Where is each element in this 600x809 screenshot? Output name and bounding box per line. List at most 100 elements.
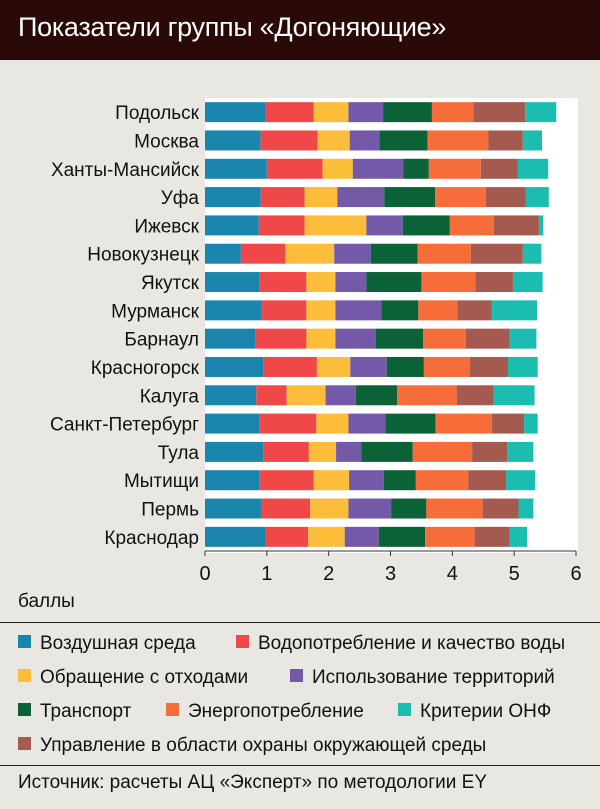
bar-segment bbox=[205, 243, 241, 264]
bar-segment bbox=[485, 187, 526, 208]
bar-segment bbox=[428, 158, 481, 179]
bar-segment bbox=[361, 441, 413, 462]
bar-segment bbox=[313, 102, 349, 123]
bar-segment bbox=[259, 470, 314, 491]
bar-segment bbox=[335, 328, 376, 349]
bar-segment bbox=[205, 300, 262, 321]
plot-layer: Подольск Москва Ханты-Мансийск Уфа Ижевск Нов… bbox=[18, 98, 582, 612]
bar-segment bbox=[334, 243, 371, 264]
bar-segment bbox=[397, 385, 457, 406]
bar-segment bbox=[472, 441, 508, 462]
legend-swatch bbox=[166, 703, 179, 717]
bar-segment bbox=[524, 413, 538, 434]
bar-segment bbox=[205, 272, 260, 293]
bar-segment bbox=[205, 102, 266, 123]
bar-segment bbox=[335, 272, 367, 293]
bar-segment bbox=[421, 272, 476, 293]
bar-segment bbox=[317, 130, 350, 151]
x-tick-label: 0 bbox=[199, 563, 210, 585]
bar-segment bbox=[509, 526, 528, 547]
bar-segment bbox=[507, 356, 538, 377]
title-bar: Показатели группы «Догоняющие» bbox=[0, 0, 600, 60]
bar-segment bbox=[258, 215, 305, 236]
legend-item: Обращение с отходами bbox=[18, 667, 248, 689]
legend-label: Обращение с отходами bbox=[40, 667, 249, 688]
bar-segment bbox=[415, 470, 469, 491]
bar-segment bbox=[384, 187, 436, 208]
bar-segment bbox=[261, 498, 311, 519]
legend-swatch bbox=[398, 703, 411, 717]
bar-segment bbox=[370, 243, 418, 264]
bar-segment bbox=[308, 441, 337, 462]
bar-segment bbox=[522, 243, 542, 264]
bar-segment bbox=[306, 328, 336, 349]
legend-item: Использование территорий bbox=[290, 667, 555, 689]
category-label: Краснодар bbox=[104, 528, 199, 549]
bar-segment bbox=[205, 526, 266, 547]
bar-segment bbox=[402, 215, 450, 236]
legend-item: Управление в области охраны окружающей с… bbox=[18, 735, 486, 757]
bar-segment bbox=[427, 130, 489, 151]
chart-area: Подольск Москва Ханты-Мансийск Уфа Ижевск Нов… bbox=[18, 98, 582, 612]
legend-swatch bbox=[18, 635, 31, 649]
x-tick-label: 1 bbox=[261, 563, 272, 585]
bar-segment bbox=[431, 102, 474, 123]
legend-swatch bbox=[18, 669, 31, 683]
bar-segment bbox=[386, 356, 424, 377]
bar-segment bbox=[263, 356, 317, 377]
bar-segment bbox=[381, 300, 419, 321]
bar-segment bbox=[348, 498, 392, 519]
bar-segment bbox=[538, 215, 544, 236]
bar-segment bbox=[352, 158, 404, 179]
bar-segment bbox=[304, 215, 367, 236]
legend-label: Использование территорий bbox=[312, 667, 555, 688]
legend-label: Критерии ОНФ bbox=[420, 701, 552, 722]
bar-segment bbox=[435, 413, 492, 434]
bar-segment bbox=[260, 187, 305, 208]
bar-segment bbox=[313, 470, 350, 491]
bar-segment bbox=[383, 102, 432, 123]
bar-segment bbox=[525, 187, 549, 208]
bar-segment bbox=[449, 215, 494, 236]
bar-segment bbox=[435, 187, 486, 208]
bar-segment bbox=[488, 130, 523, 151]
legend-label: Водопотребление и качество воды bbox=[258, 633, 566, 654]
bar-segment bbox=[260, 130, 318, 151]
bar-segment bbox=[286, 385, 326, 406]
bar-segment bbox=[355, 385, 398, 406]
bar-segment bbox=[261, 300, 307, 321]
category-label: Новокузнецк bbox=[87, 245, 199, 266]
bar-segment bbox=[470, 243, 523, 264]
category-label: Ханты-Мансийск bbox=[51, 160, 200, 181]
bar-segment bbox=[383, 470, 416, 491]
legend-swatch bbox=[18, 703, 31, 717]
bar-segment bbox=[506, 470, 536, 491]
bar-segment bbox=[423, 356, 470, 377]
bar-segment bbox=[205, 413, 260, 434]
bar-segment bbox=[306, 300, 336, 321]
legend-item: Критерии ОНФ bbox=[398, 701, 551, 723]
bar-segment bbox=[350, 356, 387, 377]
bar-segment bbox=[306, 272, 336, 293]
legend-item: Транспорт bbox=[18, 701, 131, 723]
legend-item: Водопотребление и качество воды bbox=[236, 633, 565, 655]
bar-segment bbox=[417, 243, 471, 264]
bar-segment bbox=[310, 498, 349, 519]
legend-swatch bbox=[290, 669, 303, 683]
bar-segment bbox=[263, 441, 309, 462]
bar-segment bbox=[325, 385, 356, 406]
category-label: Подольск bbox=[115, 103, 200, 124]
legend-label: Транспорт bbox=[40, 701, 132, 722]
bar-segment bbox=[456, 385, 494, 406]
bar-segment bbox=[379, 130, 428, 151]
bar-segment bbox=[391, 498, 427, 519]
bar-segment bbox=[491, 300, 538, 321]
legend-label: Энергопотребление bbox=[188, 701, 364, 722]
bar-segment bbox=[205, 470, 260, 491]
bar-segment bbox=[205, 328, 256, 349]
category-label: Пермь bbox=[141, 500, 199, 521]
bar-segment bbox=[335, 300, 382, 321]
bar-segment bbox=[322, 158, 353, 179]
legend-item: Воздушная среда bbox=[18, 633, 196, 655]
bar-segment bbox=[285, 243, 335, 264]
